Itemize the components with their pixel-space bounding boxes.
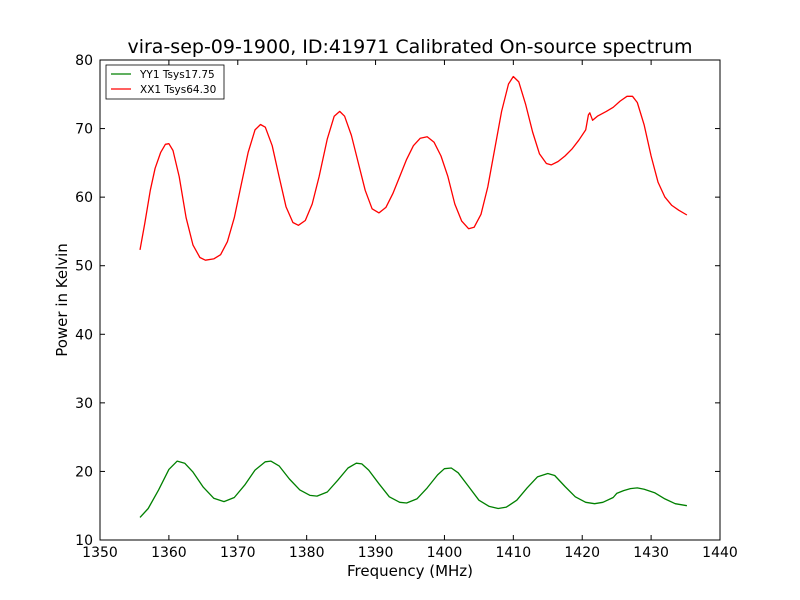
y-tick-label-2: 30 <box>75 396 93 412</box>
x-tick-label-5: 1400 <box>427 545 463 561</box>
x-axis-label: Frequency (MHz) <box>347 562 473 580</box>
series-layer <box>139 75 688 518</box>
y-tick-label-4: 50 <box>75 259 93 275</box>
x-axis: 1350 1360 1370 1380 1390 1400 1410 1420 1430 1440 <box>82 60 738 561</box>
x-tick-label-7: 1420 <box>564 545 600 561</box>
legend-label-0: YY1 Tsys17.75 <box>139 69 215 81</box>
y-tick-label-7: 80 <box>75 53 93 69</box>
y-tick-label-0: 10 <box>75 533 93 549</box>
y-tick-label-6: 70 <box>75 122 93 138</box>
x-tick-label-2: 1370 <box>220 545 256 561</box>
x-tick-label-6: 1410 <box>496 545 532 561</box>
plot-area-frame <box>99 59 721 541</box>
x-tick-label-3: 1380 <box>289 545 325 561</box>
x-tick-label-1: 1360 <box>151 545 187 561</box>
chart-title: vira-sep-09-1900, ID:41971 Calibrated On… <box>127 36 692 58</box>
y-tick-label-3: 40 <box>75 327 93 343</box>
x-tick-label-0: 1350 <box>82 545 118 561</box>
legend-items: YY1 Tsys17.75 XX1 Tsys64.30 <box>111 69 216 96</box>
legend-box <box>105 64 225 100</box>
x-tick-label-4: 1390 <box>358 545 394 561</box>
x-tick-label-9: 1440 <box>702 545 738 561</box>
y-tick-label-5: 60 <box>75 190 93 206</box>
legend-label-1: XX1 Tsys64.30 <box>140 84 216 96</box>
series-line-0 <box>139 460 688 518</box>
y-axis-label: Power in Kelvin <box>53 243 71 357</box>
x-tick-label-8: 1430 <box>633 545 669 561</box>
y-axis: 10 20 30 40 50 60 70 80 <box>75 53 720 549</box>
y-tick-label-1: 20 <box>75 464 93 480</box>
legend: YY1 Tsys17.75 XX1 Tsys64.30 <box>105 64 225 100</box>
series-line-1 <box>139 75 688 261</box>
